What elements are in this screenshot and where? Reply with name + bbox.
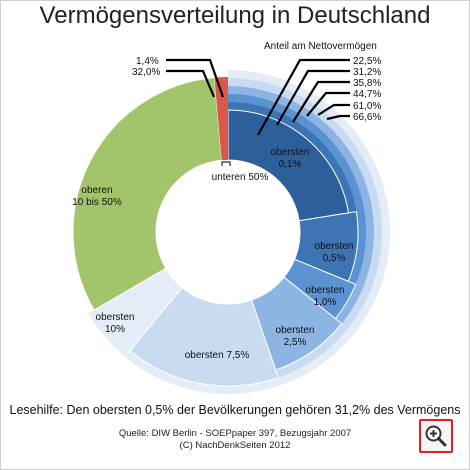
- source-line-2: (C) NachDenkSeiten 2012: [179, 440, 291, 451]
- segment-label-10: obersten 10%: [96, 312, 135, 335]
- leader-line-6: [326, 114, 350, 121]
- cumulative-value-4: 44,7%: [353, 89, 381, 100]
- value-label-oberen: 32,0%: [132, 67, 160, 78]
- leader-line-5: [317, 103, 350, 116]
- leader-line-3: [292, 80, 350, 123]
- cumulative-value-6: 66,6%: [353, 112, 381, 123]
- value-label-unteren: 1,4%: [136, 56, 159, 67]
- segment-label-oberen: oberen 10 bis 50%: [72, 185, 122, 208]
- leader-lines: [166, 58, 350, 166]
- source-note: Quelle: DIW Berlin - SOEPpaper 397, Bezu…: [0, 428, 470, 452]
- segment-label-0-5: obersten 0,5%: [315, 241, 354, 264]
- source-line-1: Quelle: DIW Berlin - SOEPpaper 397, Bezu…: [118, 428, 352, 439]
- donut-slice-oberen: [72, 77, 223, 311]
- cumulative-value-1: 22,5%: [353, 56, 381, 67]
- cumulative-value-5: 61,0%: [353, 101, 381, 112]
- segment-label-0-1: obersten 0,1%: [271, 147, 310, 170]
- zoom-button[interactable]: [419, 419, 453, 453]
- cumulative-header: Anteil am Nettovermögen: [264, 41, 377, 52]
- segment-label-unteren: unteren 50%: [212, 172, 269, 183]
- donut-slice-unteren: [214, 77, 228, 161]
- zoom-in-icon: [425, 425, 447, 447]
- donut-slice-inner-5: [129, 286, 279, 387]
- donut-slice-inner-6: [87, 267, 183, 358]
- cumulative-value-3: 35,8%: [353, 78, 381, 89]
- leader-line-2: [276, 69, 350, 126]
- leader-line-4: [306, 91, 350, 117]
- unteren-marker: [221, 161, 231, 166]
- leader-line-left-1: [166, 58, 225, 98]
- segment-label-1-0: obersten 1,0%: [306, 285, 345, 308]
- reading-help: Lesehilfe: Den obersten 0,5% der Bevölke…: [9, 403, 461, 417]
- donut-slices: [72, 77, 359, 387]
- segment-label-2-5: obersten 2,5%: [276, 325, 315, 348]
- segment-label-7-5: obersten 7,5%: [185, 350, 250, 361]
- cumulative-value-2: 31,2%: [353, 67, 381, 78]
- leader-line-left-2: [166, 69, 216, 98]
- leader-line-1: [257, 58, 350, 136]
- chart-title: Vermögensverteilung in Deutschland: [39, 2, 431, 29]
